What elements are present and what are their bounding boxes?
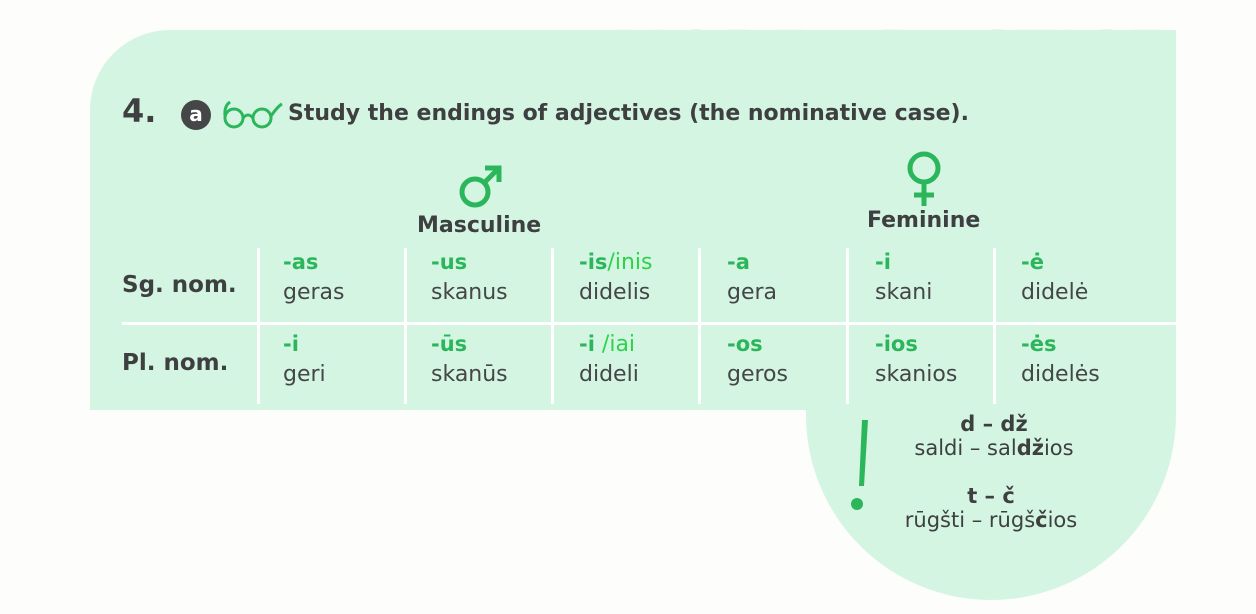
ending-label: -ės [1021,332,1057,356]
note-rule-head: d – dž [960,412,1028,436]
ending-label: -ūs [431,332,468,356]
example-word: didelis [579,280,651,305]
table-divider [551,248,554,404]
feminine-label: Feminine [867,208,981,233]
ending-label: -us [431,250,468,274]
ending-label: -a [727,250,750,274]
example-word: skanūs [431,362,508,387]
example-word: skani [875,280,933,305]
note-rule-2: t – č rūgšti – rūgščios [886,484,1096,532]
example-word: skanus [431,280,508,305]
table-cell: -ios skanios [875,332,957,387]
exclamation-icon [851,420,868,510]
table-row-divider [122,322,1176,325]
table-cell: -i /iai dideli [579,332,639,387]
table-cell: -us skanus [431,250,508,305]
ending-label: -i /iai [579,332,636,357]
table-divider [257,248,260,404]
glasses-icon [223,100,283,129]
male-symbol-icon [459,165,502,208]
table-cell: -is/inis didelis [579,250,652,305]
ending-label: -as [283,250,319,274]
female-symbol-icon [907,151,941,206]
table-cell: -a gera [727,250,777,305]
table-cell: -i skani [875,250,932,305]
example-word: geros [727,362,788,387]
ending-label: -i [283,332,299,356]
note-rule-1: d – dž saldi – saldžios [900,412,1088,460]
ending-label: -ios [875,332,918,356]
example-word: dideli [579,362,639,387]
example-word: gera [727,280,778,305]
exercise-letter-badge: a [181,100,211,130]
example-word: didelė [1021,280,1089,305]
ending-label: -ė [1021,250,1044,274]
table-divider [698,248,701,404]
example-word: geri [283,362,326,387]
ending-label: -os [727,332,763,356]
exercise-number: 4. [122,92,157,130]
row-label-plural: Pl. nom. [122,350,229,376]
note-rule-head: t – č [967,484,1015,508]
table-cell: -i geri [283,332,326,387]
masculine-label: Masculine [417,213,542,238]
example-word: didelės [1021,362,1100,387]
note-bubble [806,300,1176,600]
table-cell: -ūs skanūs [431,332,508,387]
table-cell: -os geros [727,332,788,387]
table-divider [993,248,996,404]
example-word: skanios [875,362,958,387]
table-cell: -ės didelės [1021,332,1100,387]
exercise-instruction: Study the endings of adjectives (the nom… [288,101,969,126]
ending-label: -is/inis [579,250,653,275]
table-divider [846,248,849,404]
table-divider [404,248,407,404]
row-label-singular: Sg. nom. [122,272,237,298]
example-word: geras [283,280,345,305]
table-cell: -ė didelė [1021,250,1088,305]
note-rule-example: saldi – saldžios [914,436,1074,460]
table-cell: -as geras [283,250,345,305]
note-rule-example: rūgšti – rūgščios [904,508,1078,532]
ending-label: -i [875,250,891,274]
